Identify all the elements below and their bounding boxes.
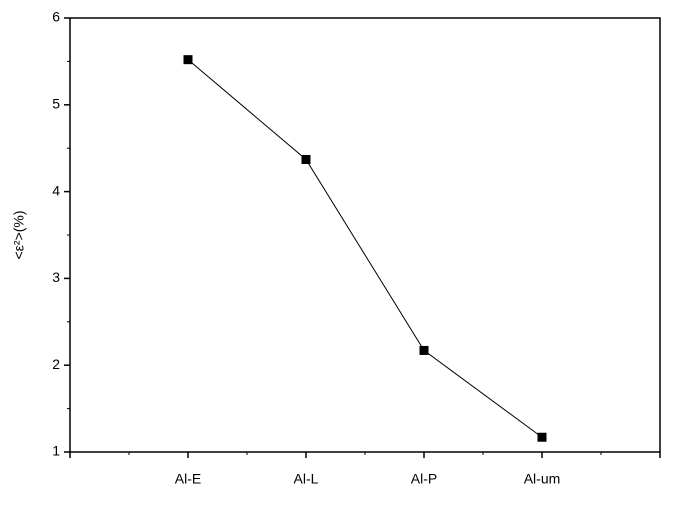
x-tick-label: Al-P — [411, 471, 437, 487]
plot-frame — [69, 17, 661, 453]
y-tick-label: 2 — [52, 356, 60, 372]
y-axis-label: <ε²>(%) — [11, 210, 27, 259]
y-tick-label: 4 — [52, 182, 60, 198]
point — [537, 432, 547, 442]
y-tick-label: 6 — [52, 9, 60, 25]
line — [187, 59, 543, 438]
y-tick-label: 1 — [52, 443, 60, 459]
x-tick-label: Al-E — [175, 471, 201, 487]
y-tick-label: 3 — [52, 269, 60, 285]
x-tick-label: Al-L — [294, 471, 319, 487]
x-tick-label: Al-um — [524, 471, 561, 487]
point — [183, 55, 193, 65]
point — [419, 345, 429, 355]
point — [301, 154, 311, 164]
y-tick-label: 5 — [52, 96, 60, 112]
